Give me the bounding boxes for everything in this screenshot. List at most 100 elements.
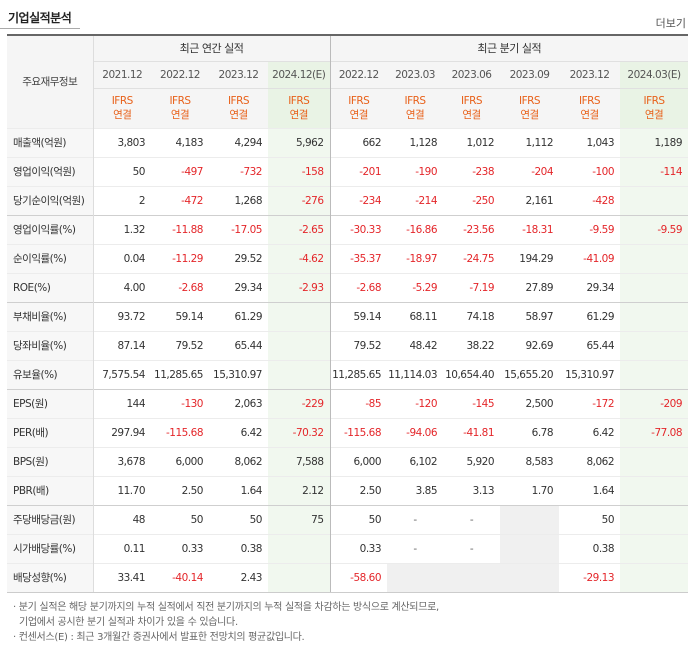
annual-value <box>268 533 331 563</box>
row-label: 배당성향(%) <box>7 562 93 593</box>
quarter-value <box>620 243 689 273</box>
standard-header: IFRS 연결 <box>209 87 268 128</box>
more-link[interactable]: 더보기 <box>655 17 686 30</box>
quarter-value: 662 <box>329 127 388 157</box>
period-header: 2023.03 <box>387 60 444 88</box>
quarter-value: 1,189 <box>620 127 689 157</box>
quarter-value: -115.68 <box>329 417 388 447</box>
quarter-value: -172 <box>559 388 621 418</box>
standard-header: IFRS 연결 <box>620 87 689 128</box>
quarter-value: 0.38 <box>559 533 621 563</box>
annual-value: 0.38 <box>209 533 268 563</box>
quarter-value: 1.70 <box>500 475 560 505</box>
quarter-value: -250 <box>443 185 501 215</box>
table-row: EPS(원) 144 -130 2,063 -229 -85 -120 -145 2,500 -1… <box>7 388 689 418</box>
annual-value: 48 <box>92 504 151 534</box>
quarter-value: 27.89 <box>500 272 560 302</box>
annual-value: 0.11 <box>92 533 151 563</box>
annual-value: 2.50 <box>151 475 209 505</box>
quarter-value <box>620 504 689 534</box>
annual-value: 297.94 <box>92 417 151 447</box>
header-row-standards: IFRS 연결 IFRS 연결 IFRS 연결 IFRS 연결 IFRS 연결 IFRS 연결 IFRS… <box>7 87 689 128</box>
table-row: 부채비율(%) 93.72 59.14 61.29 59.14 68.11 74.18 58.… <box>7 301 689 331</box>
annual-value: 11,285.65 <box>151 359 209 389</box>
annual-value <box>268 330 331 360</box>
annual-value: -158 <box>268 156 331 186</box>
quarter-value: 6.42 <box>559 417 621 447</box>
quarter-value: -9.59 <box>620 214 689 244</box>
standard-header: IFRS 연결 <box>443 87 501 128</box>
quarter-value: 1,128 <box>387 127 444 157</box>
quarter-value: 2.50 <box>329 475 388 505</box>
quarter-value: 1.64 <box>559 475 621 505</box>
table-row: 당기순이익(억원) 2 -472 1,268 -276 -234 -214 -250 2,161… <box>7 185 689 215</box>
row-label: ROE(%) <box>7 272 93 302</box>
quarter-value: - <box>443 533 501 563</box>
quarter-value: -214 <box>387 185 444 215</box>
quarter-value: -7.19 <box>443 272 501 302</box>
annual-value: -229 <box>268 388 331 418</box>
row-label: 매출액(억원) <box>7 127 93 157</box>
quarter-value: -85 <box>329 388 388 418</box>
quarter-value: 74.18 <box>443 301 501 331</box>
quarter-value <box>620 533 689 563</box>
annual-value: 29.34 <box>209 272 268 302</box>
quarter-value: -30.33 <box>329 214 388 244</box>
quarter-value <box>387 562 444 593</box>
quarter-value: 194.29 <box>500 243 560 273</box>
standard-header: IFRS 연결 <box>268 87 331 128</box>
quarter-value: 8,583 <box>500 446 560 476</box>
quarter-value: -114 <box>620 156 689 186</box>
quarter-value: -35.37 <box>329 243 388 273</box>
annual-value: 7,575.54 <box>92 359 151 389</box>
period-header: 2023.09 <box>500 60 560 88</box>
standard-header: IFRS 연결 <box>500 87 560 128</box>
quarter-value: -234 <box>329 185 388 215</box>
quarter-value: -24.75 <box>443 243 501 273</box>
annual-value: 1,268 <box>209 185 268 215</box>
period-header: 2022.12 <box>329 60 388 88</box>
quarter-value: 11,114.03 <box>387 359 444 389</box>
quarter-value: - <box>387 533 444 563</box>
table-row: 영업이익(억원) 50 -497 -732 -158 -201 -190 -238 -204 -1… <box>7 156 689 186</box>
table-row: ROE(%) 4.00 -2.68 29.34 -2.93 -2.68 -5.29 -7.19… <box>7 272 689 302</box>
quarter-value: 92.69 <box>500 330 560 360</box>
quarter-value: 10,654.40 <box>443 359 501 389</box>
annual-value: 3,803 <box>92 127 151 157</box>
annual-value: -472 <box>151 185 209 215</box>
annual-value: -70.32 <box>268 417 331 447</box>
annual-value: 4,294 <box>209 127 268 157</box>
table-row: 주당배당금(원) 48 50 50 75 50- -50 <box>7 504 689 534</box>
quarter-value: -77.08 <box>620 417 689 447</box>
quarter-value <box>620 301 689 331</box>
standard-header: IFRS 연결 <box>329 87 388 128</box>
annual-value: 7,588 <box>268 446 331 476</box>
row-label-header: 주요재무정보 <box>7 34 93 128</box>
quarter-value: 61.29 <box>559 301 621 331</box>
table-row: PBR(배) 11.70 2.50 1.64 2.12 2.50 3.85 3.13 1.70 1… <box>7 475 689 505</box>
standard-consolidated: 연결 <box>405 109 425 121</box>
annual-value: 87.14 <box>92 330 151 360</box>
annual-value: 8,062 <box>209 446 268 476</box>
annual-value: 2.43 <box>209 562 268 593</box>
quarter-value: -120 <box>387 388 444 418</box>
standard-ifrs: IFRS <box>348 95 370 107</box>
financial-table: 주요재무정보 최근 연간 실적 최근 분기 실적 2021.12 2022.12 2… <box>7 34 689 593</box>
table-row: 당좌비율(%) 87.14 79.52 65.44 79.52 48.42 38.22 92.… <box>7 330 689 360</box>
quarter-value <box>443 562 501 593</box>
quarter-value <box>620 446 689 476</box>
standard-consolidated: 연결 <box>644 109 664 121</box>
standard-consolidated: 연결 <box>170 109 190 121</box>
quarter-value: 2,500 <box>500 388 560 418</box>
title-underline <box>0 28 80 29</box>
annual-value: 1.64 <box>209 475 268 505</box>
quarter-value <box>620 330 689 360</box>
quarter-value <box>620 475 689 505</box>
row-label: EPS(원) <box>7 388 93 418</box>
period-header: 2022.12 <box>151 60 209 88</box>
annual-value: 50 <box>92 156 151 186</box>
quarter-value <box>620 359 689 389</box>
annual-value: 2.12 <box>268 475 331 505</box>
annual-value: -130 <box>151 388 209 418</box>
annual-value <box>268 359 331 389</box>
